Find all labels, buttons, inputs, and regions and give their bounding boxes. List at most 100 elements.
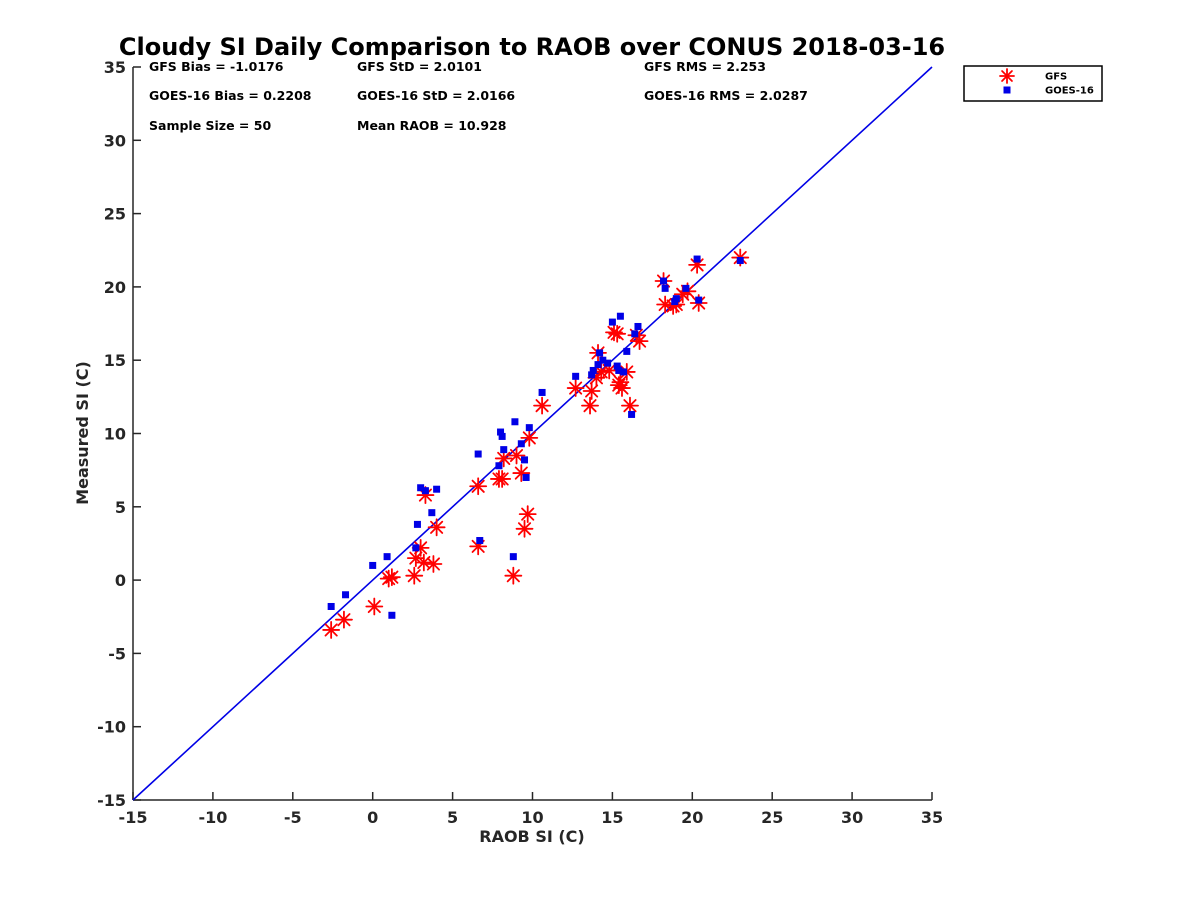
y-tick-label: -15 bbox=[97, 791, 126, 810]
axis-ticks: -15 -10 -5 0 5 10 15 20 25 30 35 -15 -10 -5 0 5 10 15 20 25… bbox=[97, 58, 943, 827]
goes-16-point bbox=[623, 347, 631, 355]
y-tick-label: 20 bbox=[104, 278, 126, 297]
y-tick-label: 0 bbox=[115, 571, 126, 590]
legend: GFS GOES-16 bbox=[963, 65, 1103, 102]
goes-16-point bbox=[693, 255, 701, 263]
series-goes-16 bbox=[327, 255, 744, 619]
goes-16-point bbox=[428, 509, 436, 517]
goes-16-point bbox=[511, 418, 519, 426]
legend-label-gfs: GFS bbox=[1045, 72, 1067, 83]
stat-mean-raob: Mean RAOB = 10.928 bbox=[357, 118, 506, 133]
goes-16-point bbox=[660, 277, 668, 285]
y-tick-label: 15 bbox=[104, 351, 126, 370]
y-tick-label: 35 bbox=[104, 58, 126, 77]
gfs-point bbox=[335, 610, 353, 629]
gfs-point bbox=[504, 566, 523, 585]
goes-16-point bbox=[521, 456, 529, 464]
goes-16-point bbox=[495, 462, 503, 470]
gfs-point bbox=[582, 382, 601, 400]
x-tick-label: 15 bbox=[601, 808, 623, 827]
goes-16-point bbox=[433, 485, 441, 493]
gfs-point bbox=[507, 446, 526, 465]
goes-16-point bbox=[525, 424, 533, 432]
goes-16-point bbox=[634, 322, 642, 330]
goes-16-point bbox=[342, 591, 350, 599]
goes-16-point bbox=[522, 473, 530, 481]
goes-16-point bbox=[497, 428, 505, 436]
stat-gfs-bias: GFS Bias = -1.0176 bbox=[149, 59, 284, 74]
goes-16-point bbox=[599, 356, 607, 364]
gfs-point bbox=[581, 396, 599, 415]
goes-16-point bbox=[588, 371, 596, 379]
x-tick-label: 30 bbox=[841, 808, 863, 827]
gfs-point bbox=[608, 324, 627, 343]
stat-gfs-std: GFS StD = 2.0101 bbox=[357, 59, 482, 74]
goes-16-point bbox=[517, 440, 525, 448]
stat-goes-rms: GOES-16 RMS = 2.0287 bbox=[644, 88, 808, 103]
gfs-point bbox=[520, 428, 539, 447]
x-axis-label: RAOB SI (C) bbox=[479, 827, 584, 846]
goes-16-point bbox=[572, 372, 580, 380]
gfs-point bbox=[424, 555, 443, 573]
y-tick-label: 25 bbox=[104, 205, 126, 224]
y-tick-label: -10 bbox=[97, 718, 126, 737]
goes-16-point bbox=[327, 602, 335, 610]
x-tick-label: -5 bbox=[284, 808, 302, 827]
goes-16-point bbox=[509, 553, 517, 561]
x-tick-label: 10 bbox=[521, 808, 543, 827]
goes-16-point bbox=[682, 284, 690, 292]
goes-16-point bbox=[604, 359, 612, 367]
goes-16-point bbox=[608, 318, 616, 326]
goes-16-point bbox=[538, 388, 546, 396]
gfs-point bbox=[382, 568, 401, 587]
gfs-point bbox=[613, 379, 631, 397]
stat-goes-std: GOES-16 StD = 2.0166 bbox=[357, 88, 515, 103]
x-tick-label: 35 bbox=[921, 808, 943, 827]
x-tick-label: 0 bbox=[367, 808, 378, 827]
goes-16-point bbox=[417, 484, 425, 492]
gfs-point bbox=[688, 256, 706, 274]
gfs-point bbox=[322, 621, 341, 639]
goes-16-point bbox=[596, 349, 604, 357]
goes-16-point bbox=[421, 487, 429, 495]
x-tick-label: 25 bbox=[761, 808, 783, 827]
goes-16-point bbox=[388, 611, 396, 619]
goes-16-point bbox=[616, 312, 624, 320]
gfs-point bbox=[427, 518, 446, 537]
gfs-point bbox=[515, 519, 534, 538]
goes-16-point bbox=[500, 446, 508, 454]
gfs-point bbox=[533, 396, 551, 415]
gfs-point bbox=[405, 566, 424, 585]
stat-goes-bias: GOES-16 Bias = 0.2208 bbox=[149, 88, 311, 103]
goes-16-point bbox=[383, 553, 391, 561]
y-tick-label: 30 bbox=[104, 131, 126, 150]
goes-16-point bbox=[589, 366, 597, 374]
legend-label-goes-16: GOES-16 bbox=[1045, 86, 1094, 97]
goes-16-point bbox=[631, 330, 639, 338]
stat-sample-size: Sample Size = 50 bbox=[149, 118, 271, 133]
y-axis-label: Measured SI (C) bbox=[73, 361, 92, 505]
goes-16-point bbox=[498, 432, 506, 440]
stat-gfs-rms: GFS RMS = 2.253 bbox=[644, 59, 766, 74]
data-points bbox=[322, 248, 750, 639]
y-tick-label: 5 bbox=[115, 498, 126, 517]
x-tick-label: -10 bbox=[198, 808, 227, 827]
goes-16-point bbox=[613, 362, 621, 370]
goes-16-point bbox=[413, 520, 421, 528]
goes-16-point bbox=[695, 296, 703, 304]
chart-title: Cloudy SI Daily Comparison to RAOB over … bbox=[119, 33, 945, 61]
goes-16-point bbox=[474, 450, 482, 458]
goes-16-point bbox=[615, 366, 623, 374]
goes-16-point bbox=[672, 295, 680, 303]
gfs-point bbox=[566, 379, 585, 397]
gfs-point bbox=[630, 332, 649, 351]
goes-16-point bbox=[594, 361, 602, 369]
goes-16-point bbox=[412, 544, 420, 552]
gfs-point bbox=[518, 505, 537, 524]
x-tick-label: -15 bbox=[119, 808, 148, 827]
gfs-point bbox=[621, 396, 639, 415]
x-tick-label: 5 bbox=[447, 808, 458, 827]
goes-16-point bbox=[476, 537, 484, 545]
series-gfs bbox=[322, 248, 750, 639]
